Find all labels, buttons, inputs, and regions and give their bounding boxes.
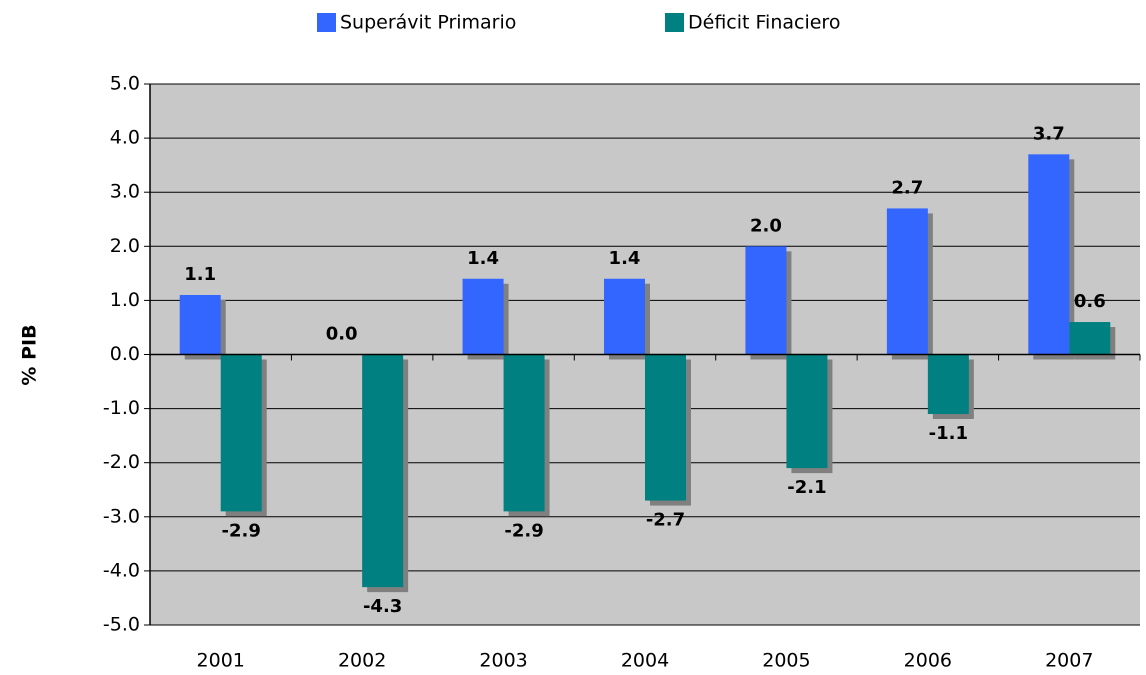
value-label: 3.7: [1033, 123, 1065, 144]
value-label: 0.6: [1074, 291, 1106, 312]
y-tick-label: 3.0: [110, 181, 140, 203]
bar: [503, 354, 545, 512]
bar: [220, 354, 262, 512]
x-tick-label: 2005: [762, 650, 810, 672]
y-tick-label: 1.0: [110, 289, 140, 311]
bar: [604, 278, 645, 355]
value-label: 1.4: [609, 248, 641, 269]
y-tick-label: 5.0: [110, 73, 140, 95]
bar: [1069, 322, 1111, 355]
legend-label: Déficit Finaciero: [688, 12, 840, 34]
bar: [462, 278, 504, 355]
y-tick-label: 4.0: [110, 127, 140, 149]
legend-label: Superávit Primario: [340, 12, 516, 34]
x-tick-label: 2004: [621, 650, 669, 672]
value-label: 2.7: [891, 177, 923, 198]
x-tick-label: 2006: [904, 650, 952, 672]
bar: [1028, 154, 1070, 355]
x-tick-label: 2002: [338, 650, 386, 672]
value-label: 0.0: [326, 324, 358, 345]
legend-swatch: [317, 13, 336, 32]
value-label: 2.0: [750, 215, 782, 236]
bar: [362, 354, 404, 588]
legend-swatch: [665, 13, 684, 32]
y-tick-label: -2.0: [103, 451, 140, 473]
bar: [179, 294, 221, 355]
bar: [745, 246, 787, 355]
bar: [927, 354, 969, 415]
value-label: -2.1: [787, 477, 826, 498]
x-tick-label: 2003: [479, 650, 527, 672]
y-tick-label: -3.0: [103, 505, 140, 527]
y-axis-title: % PIB: [19, 324, 41, 385]
value-label: -4.3: [363, 596, 402, 617]
y-tick-label: 0.0: [110, 343, 140, 365]
x-tick-label: 2007: [1045, 650, 1093, 672]
bar: [786, 354, 828, 469]
y-tick-label: -1.0: [103, 397, 140, 419]
y-tick-label: -4.0: [103, 559, 140, 581]
x-tick-label: 2001: [197, 650, 245, 672]
value-label: -2.7: [646, 510, 685, 531]
y-tick-label: 2.0: [110, 235, 140, 257]
value-label: -2.9: [504, 520, 543, 541]
bar: [886, 208, 928, 355]
value-label: -2.9: [222, 520, 261, 541]
value-label: 1.4: [467, 248, 499, 269]
value-label: 1.1: [184, 264, 216, 285]
y-tick-label: -5.0: [103, 614, 140, 636]
value-label: -1.1: [929, 423, 968, 444]
bar: [645, 354, 686, 501]
